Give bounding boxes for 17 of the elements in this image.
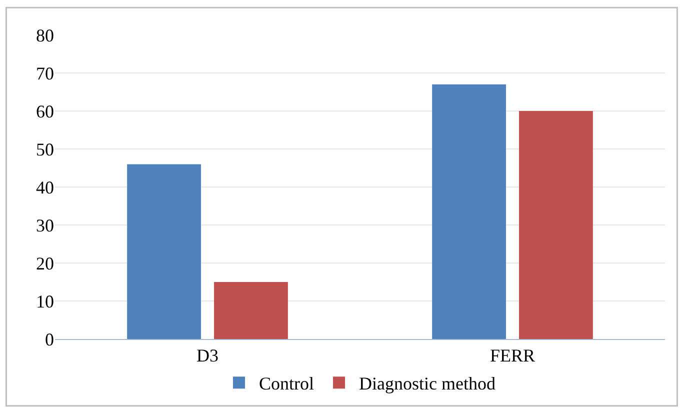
y-tick-label: 0 xyxy=(45,329,54,350)
y-tick-label: 20 xyxy=(36,253,54,274)
y-tick-label: 80 xyxy=(36,25,54,46)
y-tick-label: 10 xyxy=(36,291,54,312)
legend-label: Diagnostic method xyxy=(359,374,496,394)
x-tick-label: D3 xyxy=(196,346,218,366)
bar xyxy=(214,282,288,339)
legend-label: Control xyxy=(259,374,314,394)
y-tick-label: 30 xyxy=(36,215,54,236)
bar xyxy=(432,84,506,339)
bar xyxy=(519,111,593,339)
x-tick-label: FERR xyxy=(490,346,536,366)
bar xyxy=(127,164,201,339)
y-tick-label: 40 xyxy=(36,177,54,198)
y-tick-label: 70 xyxy=(36,63,54,84)
y-tick-label: 60 xyxy=(36,101,54,122)
y-tick-label: 50 xyxy=(36,139,54,160)
